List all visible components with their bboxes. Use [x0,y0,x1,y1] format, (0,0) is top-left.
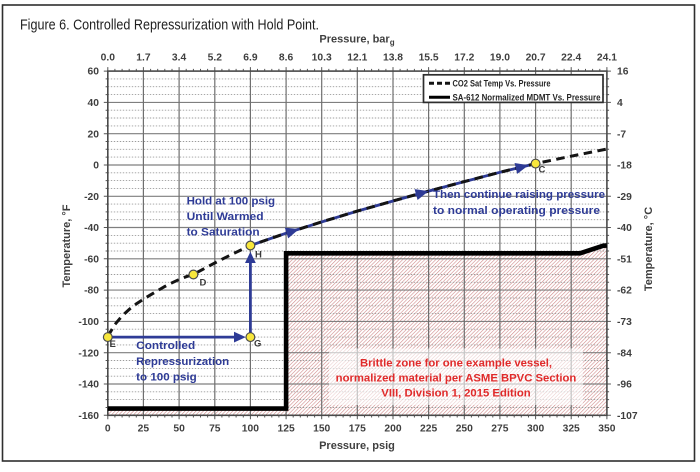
svg-text:E: E [110,339,116,350]
svg-text:13.8: 13.8 [383,53,403,64]
svg-text:10.3: 10.3 [312,53,332,64]
svg-text:Then continue raising pressure: Then continue raising pressure [433,189,605,201]
svg-text:17.2: 17.2 [454,53,474,64]
svg-text:25: 25 [138,424,150,435]
svg-text:125: 125 [278,424,295,435]
svg-text:H: H [255,250,262,261]
svg-text:5.2: 5.2 [208,53,223,64]
svg-text:8.6: 8.6 [279,53,294,64]
svg-text:to normal operating pressure: to normal operating pressure [433,205,600,217]
svg-text:Repressurization: Repressurization [136,356,229,368]
svg-text:-40: -40 [617,223,632,234]
svg-text:40: 40 [88,98,100,109]
svg-text:100: 100 [242,424,259,435]
svg-text:150: 150 [313,424,330,435]
svg-text:-80: -80 [84,286,99,297]
svg-text:60: 60 [88,67,100,78]
svg-text:20: 20 [88,129,100,140]
svg-text:275: 275 [491,424,508,435]
svg-text:-100: -100 [78,317,99,328]
svg-text:Hold at 100 psig: Hold at 100 psig [187,196,276,208]
svg-text:0: 0 [105,424,111,435]
svg-text:1.7: 1.7 [136,53,151,64]
svg-text:D: D [200,278,207,289]
svg-text:75: 75 [209,424,221,435]
svg-text:300: 300 [527,424,544,435]
svg-text:-140: -140 [78,380,99,391]
svg-text:16: 16 [617,67,629,78]
svg-text:-96: -96 [617,380,632,391]
svg-text:Brittle zone for one example v: Brittle zone for one example vessel, [360,357,552,369]
svg-text:to 100 psig: to 100 psig [136,372,197,384]
svg-text:to Saturation: to Saturation [187,227,260,239]
svg-text:-20: -20 [84,192,99,203]
svg-text:VIII, Division 1, 2015 Edition: VIII, Division 1, 2015 Edition [381,387,531,399]
svg-text:Controlled: Controlled [136,340,195,352]
svg-text:0.0: 0.0 [101,53,116,64]
svg-text:Temperature, °F: Temperature, °F [61,204,73,287]
svg-text:200: 200 [384,424,401,435]
svg-text:0: 0 [93,161,99,172]
svg-text:19.0: 19.0 [490,53,510,64]
svg-text:4: 4 [617,98,623,109]
svg-text:-73: -73 [617,317,632,328]
svg-text:250: 250 [456,424,473,435]
svg-text:325: 325 [563,424,580,435]
svg-text:-107: -107 [617,411,638,422]
svg-text:Until Warmed: Until Warmed [187,211,264,223]
svg-text:50: 50 [173,424,185,435]
svg-text:Pressure, psig: Pressure, psig [319,440,395,452]
svg-text:225: 225 [420,424,437,435]
svg-text:-60: -60 [84,254,99,265]
svg-text:CO2 Sat Temp Vs. Pressure: CO2 Sat Temp Vs. Pressure [453,79,551,90]
svg-text:-120: -120 [78,348,99,359]
svg-text:-51: -51 [617,254,632,265]
svg-text:C: C [539,165,546,176]
svg-text:12.1: 12.1 [347,53,367,64]
svg-text:SA-612 Normalized MDMT Vs. Pre: SA-612 Normalized MDMT Vs. Pressure [453,93,601,104]
svg-text:350: 350 [598,424,615,435]
svg-text:-160: -160 [78,411,99,422]
svg-text:normalized material per ASME B: normalized material per ASME BPVC Sectio… [336,372,577,384]
svg-text:22.4: 22.4 [561,53,581,64]
svg-text:15.5: 15.5 [419,53,439,64]
svg-text:24.1: 24.1 [597,53,617,64]
svg-text:-62: -62 [617,286,632,297]
svg-text:20.7: 20.7 [526,53,546,64]
svg-text:-18: -18 [617,161,632,172]
svg-text:Temperature, °C: Temperature, °C [643,207,655,291]
svg-text:-84: -84 [617,348,632,359]
svg-text:3.4: 3.4 [172,53,187,64]
svg-text:-40: -40 [84,223,99,234]
svg-text:G: G [254,339,261,350]
svg-text:-29: -29 [617,192,632,203]
svg-text:Figure 6. Controlled Repressur: Figure 6. Controlled Repressurization wi… [20,17,319,34]
svg-text:Pressure, barg: Pressure, barg [319,34,394,48]
svg-text:175: 175 [349,424,366,435]
svg-text:-7: -7 [617,129,626,140]
svg-text:6.9: 6.9 [243,53,258,64]
